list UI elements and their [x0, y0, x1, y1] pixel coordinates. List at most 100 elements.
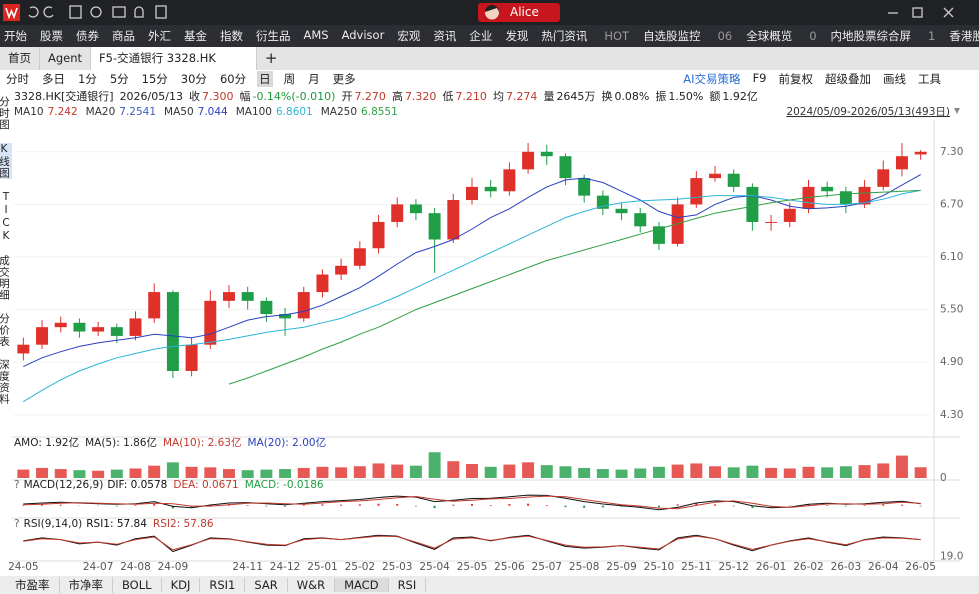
quote-label: 开: [341, 90, 353, 103]
volume-bar: [540, 465, 553, 478]
x-tick-label: 24-05: [8, 561, 39, 573]
menu-item[interactable]: 指数: [220, 29, 243, 43]
side-tab[interactable]: TICK: [0, 190, 12, 243]
x-tick-label: 24-07: [83, 561, 114, 573]
bottom-tab[interactable]: KDJ: [162, 578, 201, 592]
macd-bar: [564, 505, 567, 508]
x-tick-label: 25-07: [532, 561, 563, 573]
tool-button[interactable]: AI交易策略: [683, 72, 741, 86]
volume-bar: [316, 466, 329, 478]
menu-right-item[interactable]: 热门资讯 HOT: [541, 28, 629, 44]
add-tab[interactable]: +: [264, 49, 278, 67]
menu-right-item[interactable]: 香港股票综合屏2: [949, 28, 979, 44]
candle-body: [54, 322, 67, 328]
menu-right-item[interactable]: 自选股监控 06: [643, 28, 732, 44]
period[interactable]: 60分: [219, 72, 247, 86]
macd-bar: [358, 504, 361, 506]
menu-item[interactable]: 债券: [76, 29, 99, 43]
volume-bar: [204, 467, 217, 478]
side-tab[interactable]: 成交明细: [0, 254, 10, 301]
menu-label: 热门资讯: [541, 29, 588, 43]
period[interactable]: 更多: [332, 72, 356, 86]
menu-badge: 1: [928, 29, 936, 43]
menu-item[interactable]: 基金: [184, 29, 207, 43]
period[interactable]: 周: [283, 72, 296, 86]
menu-item[interactable]: 开始: [4, 29, 27, 43]
tool-button[interactable]: 超级叠加: [825, 72, 871, 86]
menu-right-item[interactable]: 全球概览 0: [746, 28, 816, 44]
period[interactable]: 1分: [78, 72, 97, 86]
y-tick-label: 5.50: [940, 304, 963, 316]
bottom-tab[interactable]: 市盈率: [6, 577, 60, 593]
user-name[interactable]: Alice: [510, 5, 539, 19]
menu-item[interactable]: Advisor: [341, 28, 385, 42]
macd-bar: [844, 505, 847, 507]
tab[interactable]: Agent: [40, 47, 92, 70]
bottom-tab[interactable]: SAR: [245, 578, 288, 592]
macd-bar: [900, 504, 903, 506]
period[interactable]: 5分: [109, 72, 129, 86]
menu-item[interactable]: 股票: [40, 29, 63, 43]
menu-item[interactable]: 企业: [469, 29, 493, 43]
macd-bar: [807, 504, 810, 506]
tool-button[interactable]: F9: [752, 71, 767, 85]
side-tab[interactable]: 深度资料: [0, 359, 10, 405]
period[interactable]: 日: [257, 71, 273, 87]
volume-bar: [559, 466, 572, 478]
tab[interactable]: F5-交通银行 3328.HK: [91, 47, 257, 70]
menu-item[interactable]: 商品: [112, 29, 135, 43]
tool-button[interactable]: 工具: [918, 72, 941, 86]
quote-label: 幅: [239, 90, 251, 103]
side-tab[interactable]: K线图: [0, 142, 12, 179]
tool-button[interactable]: 前复权: [778, 72, 814, 86]
bottom-tab[interactable]: MACD: [335, 578, 389, 592]
period[interactable]: 月: [308, 72, 320, 86]
tab[interactable]: 首页: [0, 47, 40, 70]
candle-body: [540, 151, 553, 157]
macd-bar: [41, 504, 44, 506]
side-tab[interactable]: 分时图: [0, 96, 10, 131]
menu-item[interactable]: 资讯: [433, 29, 457, 43]
menu-item[interactable]: 外汇: [148, 29, 171, 43]
menu-item[interactable]: 宏观: [397, 29, 421, 43]
menu-item[interactable]: 衍生品: [256, 29, 291, 43]
y-tick-label: 7.30: [940, 146, 963, 158]
candle-body: [727, 173, 740, 187]
x-tick-label: 25-04: [419, 561, 450, 573]
quote-value: 1.92亿: [722, 90, 758, 103]
period[interactable]: 多日: [42, 72, 65, 86]
x-tick-label: 25-11: [681, 561, 712, 573]
period[interactable]: 分时: [6, 72, 29, 86]
period[interactable]: 30分: [180, 72, 207, 86]
volume-bar: [877, 463, 890, 478]
macd-bar: [714, 504, 717, 506]
quote-value: 7.270: [354, 89, 386, 103]
y-tick-label: 4.90: [940, 356, 963, 368]
bottom-tab[interactable]: BOLL: [113, 578, 162, 592]
bottom-tab[interactable]: 市净率: [60, 577, 113, 593]
x-tick-label: 26-01: [756, 561, 787, 573]
tool-button[interactable]: 画线: [883, 72, 906, 86]
legend-value: 6.8601: [276, 106, 313, 118]
y-tick-label: 4.30: [940, 409, 963, 421]
candle-body: [185, 344, 198, 371]
bottom-tab[interactable]: W&R: [288, 578, 336, 592]
candle-body: [596, 195, 609, 209]
candle-body: [877, 169, 890, 187]
volume-bar: [895, 455, 908, 478]
side-tab[interactable]: 分价表: [0, 312, 10, 348]
volume-bar: [279, 469, 292, 478]
bottom-tab[interactable]: RSI1: [200, 578, 246, 592]
candle-body: [316, 274, 329, 293]
candle-body: [391, 204, 404, 222]
legend-value: 6.8551: [361, 106, 398, 118]
menu-item[interactable]: AMS: [303, 28, 329, 42]
period[interactable]: 15分: [141, 72, 168, 86]
menu-item[interactable]: 发现: [505, 29, 529, 43]
candle-body: [222, 292, 235, 301]
bottom-tab[interactable]: RSI: [389, 578, 427, 592]
candle-body: [353, 248, 366, 266]
macd-bar: [433, 505, 436, 509]
menu-right-item[interactable]: 内地股票综合屏 1: [831, 28, 936, 44]
